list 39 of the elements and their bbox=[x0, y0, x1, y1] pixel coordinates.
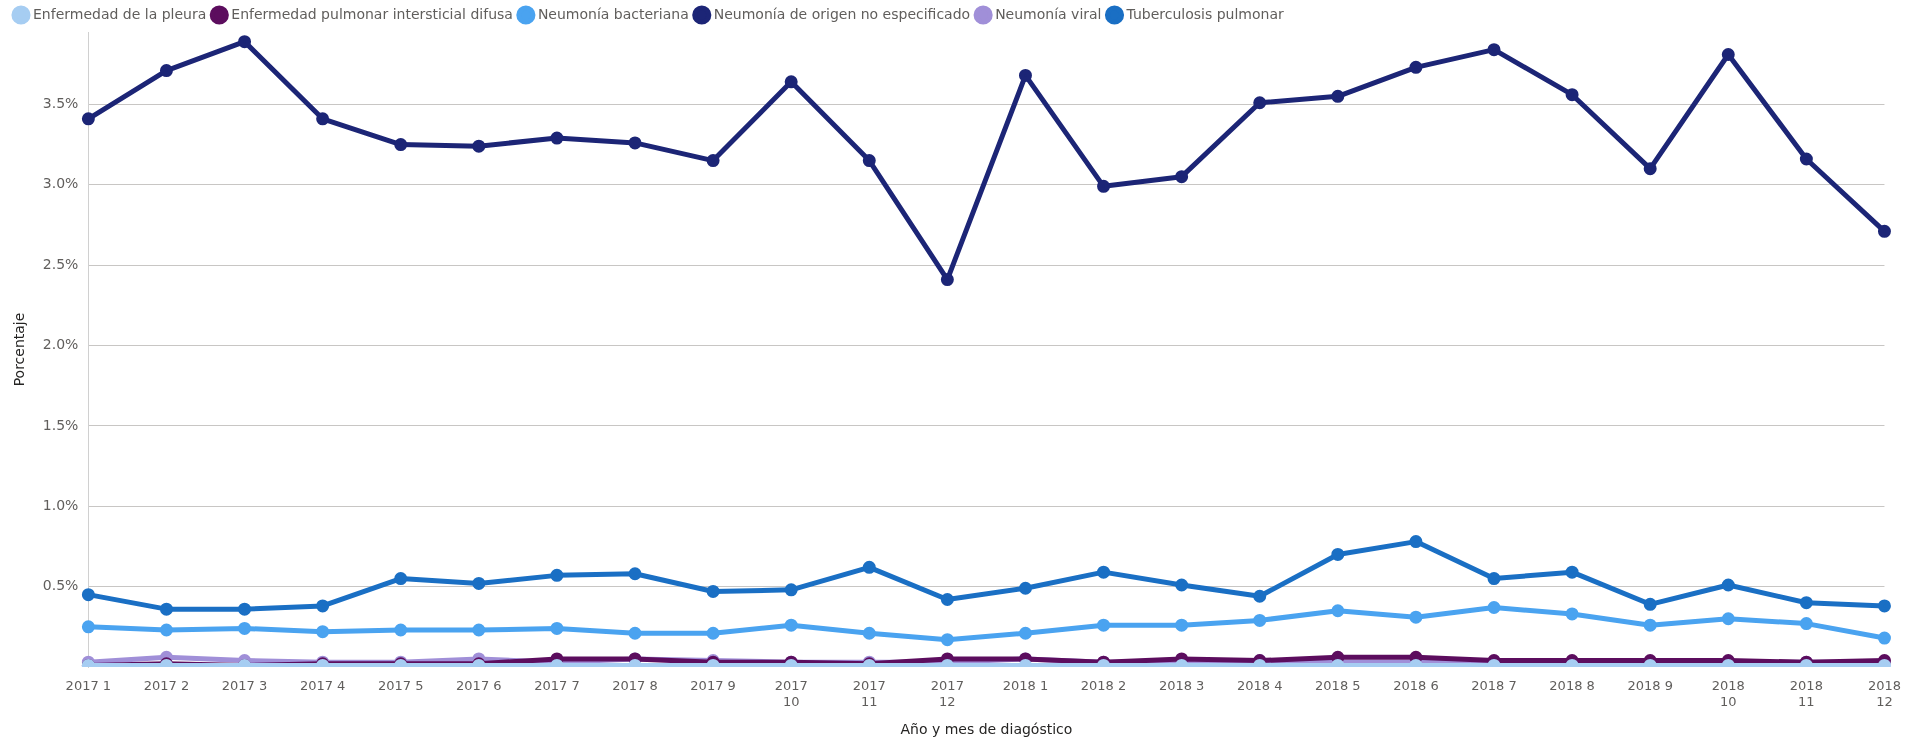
x-tick-label: 2017 3 bbox=[221, 678, 268, 694]
legend-label: Enfermedad de la pleura bbox=[33, 5, 207, 22]
x-tick-label: 2017 9 bbox=[690, 678, 736, 694]
x-tick-label: 2018 5 bbox=[1315, 678, 1361, 694]
x-tick-label: 2017 11 bbox=[852, 678, 886, 709]
x-tick-label: 2017 12 bbox=[930, 678, 964, 709]
legend-label: Neumonía viral bbox=[995, 5, 1102, 22]
y-tick-label: 2.0% bbox=[42, 336, 79, 353]
x-tick-label: 2018 7 bbox=[1471, 678, 1517, 694]
x-tick-label: 2018 1 bbox=[1002, 678, 1049, 694]
legend-label: Neumonía bacteriana bbox=[537, 5, 689, 22]
x-tick-label: 2018 3 bbox=[1158, 678, 1205, 694]
x-tick-label: 2017 5 bbox=[377, 678, 424, 694]
x-tick-label: 2017 7 bbox=[534, 678, 580, 694]
x-tick-label: 2017 6 bbox=[456, 678, 502, 694]
y-tick-label: 3.5% bbox=[42, 94, 79, 111]
x-tick-label: 2018 2 bbox=[1080, 678, 1127, 694]
x-tick-label: 2018 6 bbox=[1393, 678, 1439, 694]
x-tick-label: 2017 8 bbox=[612, 678, 658, 694]
legend-label: Neumonía de origen no especificado bbox=[713, 5, 971, 22]
y-tick-label: 1.5% bbox=[42, 416, 79, 433]
y-axis-title: Porcentaje bbox=[11, 312, 28, 387]
x-tick-label: 2017 1 bbox=[65, 678, 112, 694]
x-tick-label: 2018 4 bbox=[1236, 678, 1283, 694]
legend-label: Tuberculosis pulmonar bbox=[1125, 5, 1284, 22]
x-tick-label: 2018 10 bbox=[1711, 678, 1745, 709]
y-tick-label: 1.0% bbox=[42, 496, 79, 513]
y-tick-label: 2.5% bbox=[42, 255, 79, 272]
x-tick-label: 2017 4 bbox=[299, 678, 346, 694]
y-tick-label: 3.0% bbox=[42, 175, 79, 192]
x-axis-title: Año y mes de diagóstico bbox=[900, 721, 1073, 738]
legend-label: Enfermedad pulmonar intersticial difusa bbox=[231, 5, 513, 22]
x-tick-label: 2018 11 bbox=[1789, 678, 1823, 709]
x-tick-label: 2018 9 bbox=[1627, 678, 1673, 694]
x-tick-label: 2017 2 bbox=[143, 678, 190, 694]
x-tick-label: 2018 8 bbox=[1549, 678, 1595, 694]
x-tick-label: 2018 12 bbox=[1867, 678, 1901, 709]
x-tick-label: 2017 10 bbox=[774, 678, 808, 709]
y-tick-label: 0.5% bbox=[42, 577, 79, 594]
